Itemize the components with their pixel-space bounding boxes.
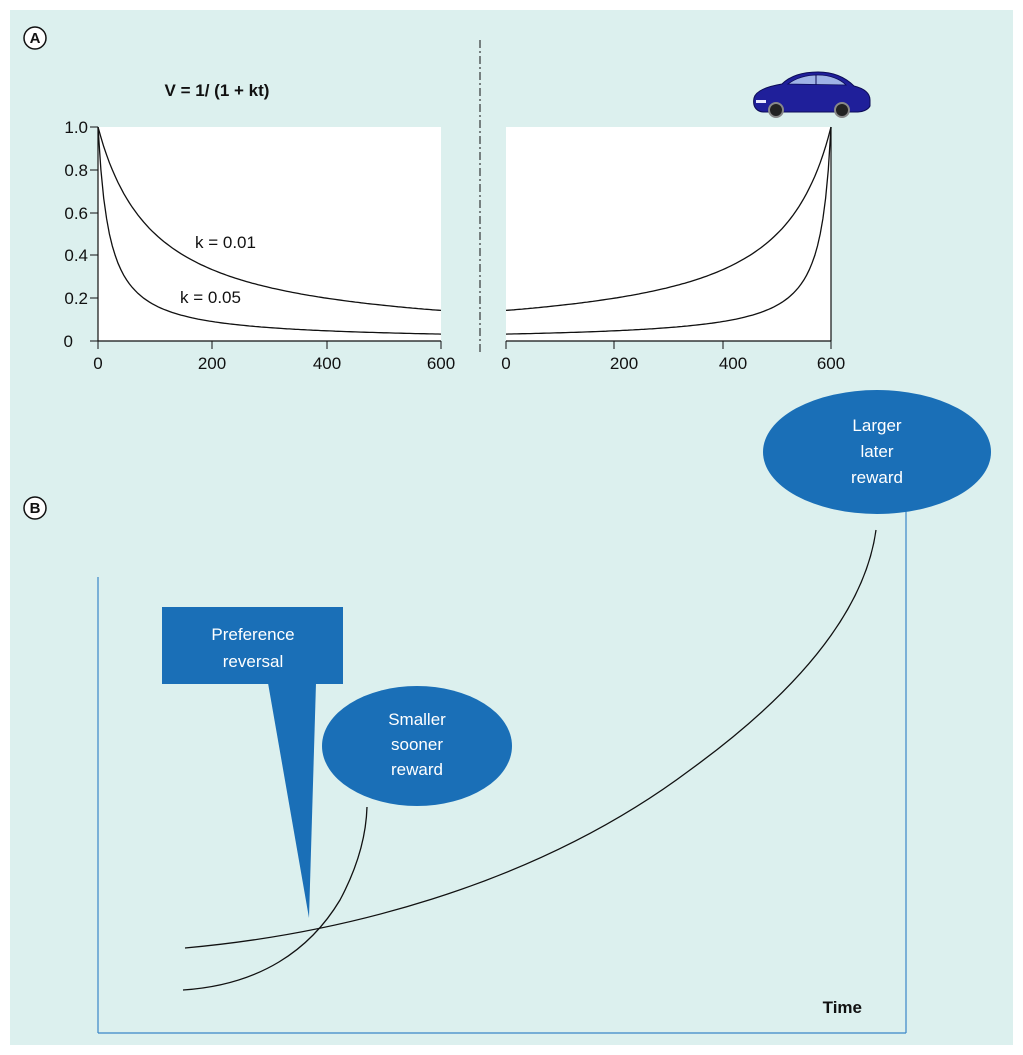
series-line-k005 (505, 126, 832, 335)
preference-reversal-callout (162, 607, 343, 918)
x-tick-label: 0 (501, 354, 510, 373)
larger-later-reward-curve (184, 529, 877, 949)
car-icon (753, 71, 871, 118)
y-tick-label: 1.0 (64, 118, 88, 137)
y-tick-label: 0.4 (64, 246, 88, 265)
larger-reward-bubble (763, 390, 991, 514)
panel-b-marker: B (23, 496, 47, 520)
smaller-reward-bubble (322, 686, 512, 806)
preference-reversal-text: Preference reversal (211, 625, 294, 671)
series-label-k001: k = 0.01 (195, 233, 256, 252)
series-line-k005 (97, 126, 442, 335)
right-axes (506, 127, 832, 342)
panel-a-marker: A (23, 26, 47, 50)
panel-b-label: B (30, 500, 41, 517)
larger-reward-text: Larger later reward (851, 416, 903, 487)
figure-panel: A B V = 1/ (1 + kt) (10, 10, 1013, 1045)
left-curves (97, 126, 442, 335)
right-plot-area (506, 127, 831, 341)
smaller-sooner-reward-curve (182, 806, 368, 991)
chart-title: V = 1/ (1 + kt) (165, 81, 270, 100)
series-line-k001 (97, 126, 442, 312)
y-tick-label: 0.6 (64, 204, 88, 223)
x-tick-label: 200 (610, 354, 638, 373)
time-axis-label: Time (823, 998, 862, 1017)
y-tick-label: 0 (64, 332, 73, 351)
x-tick-label: 600 (427, 354, 455, 373)
panel-a-label: A (30, 30, 41, 47)
x-tick-label: 600 (817, 354, 845, 373)
figure-canvas: A B V = 1/ (1 + kt) (23, 26, 991, 1034)
left-plot-area (98, 127, 441, 341)
y-tick-label: 0.8 (64, 161, 88, 180)
x-tick-label: 400 (313, 354, 341, 373)
y-tick-label: 0.2 (64, 289, 88, 308)
x-tick-label: 200 (198, 354, 226, 373)
series-line-k001 (505, 126, 832, 312)
smaller-reward-text: Smaller sooner reward (388, 710, 446, 779)
series-label-k005: k = 0.05 (180, 288, 241, 307)
left-x-ticks: 0 200 400 600 (93, 341, 455, 373)
x-tick-label: 0 (93, 354, 102, 373)
right-curves (505, 126, 832, 335)
panel-b-axes (97, 510, 907, 1034)
x-tick-label: 400 (719, 354, 747, 373)
left-y-ticks: 0 0.2 0.4 0.6 0.8 1.0 (64, 118, 98, 351)
left-axes (97, 127, 441, 342)
right-x-ticks: 0 200 400 600 (501, 341, 845, 373)
